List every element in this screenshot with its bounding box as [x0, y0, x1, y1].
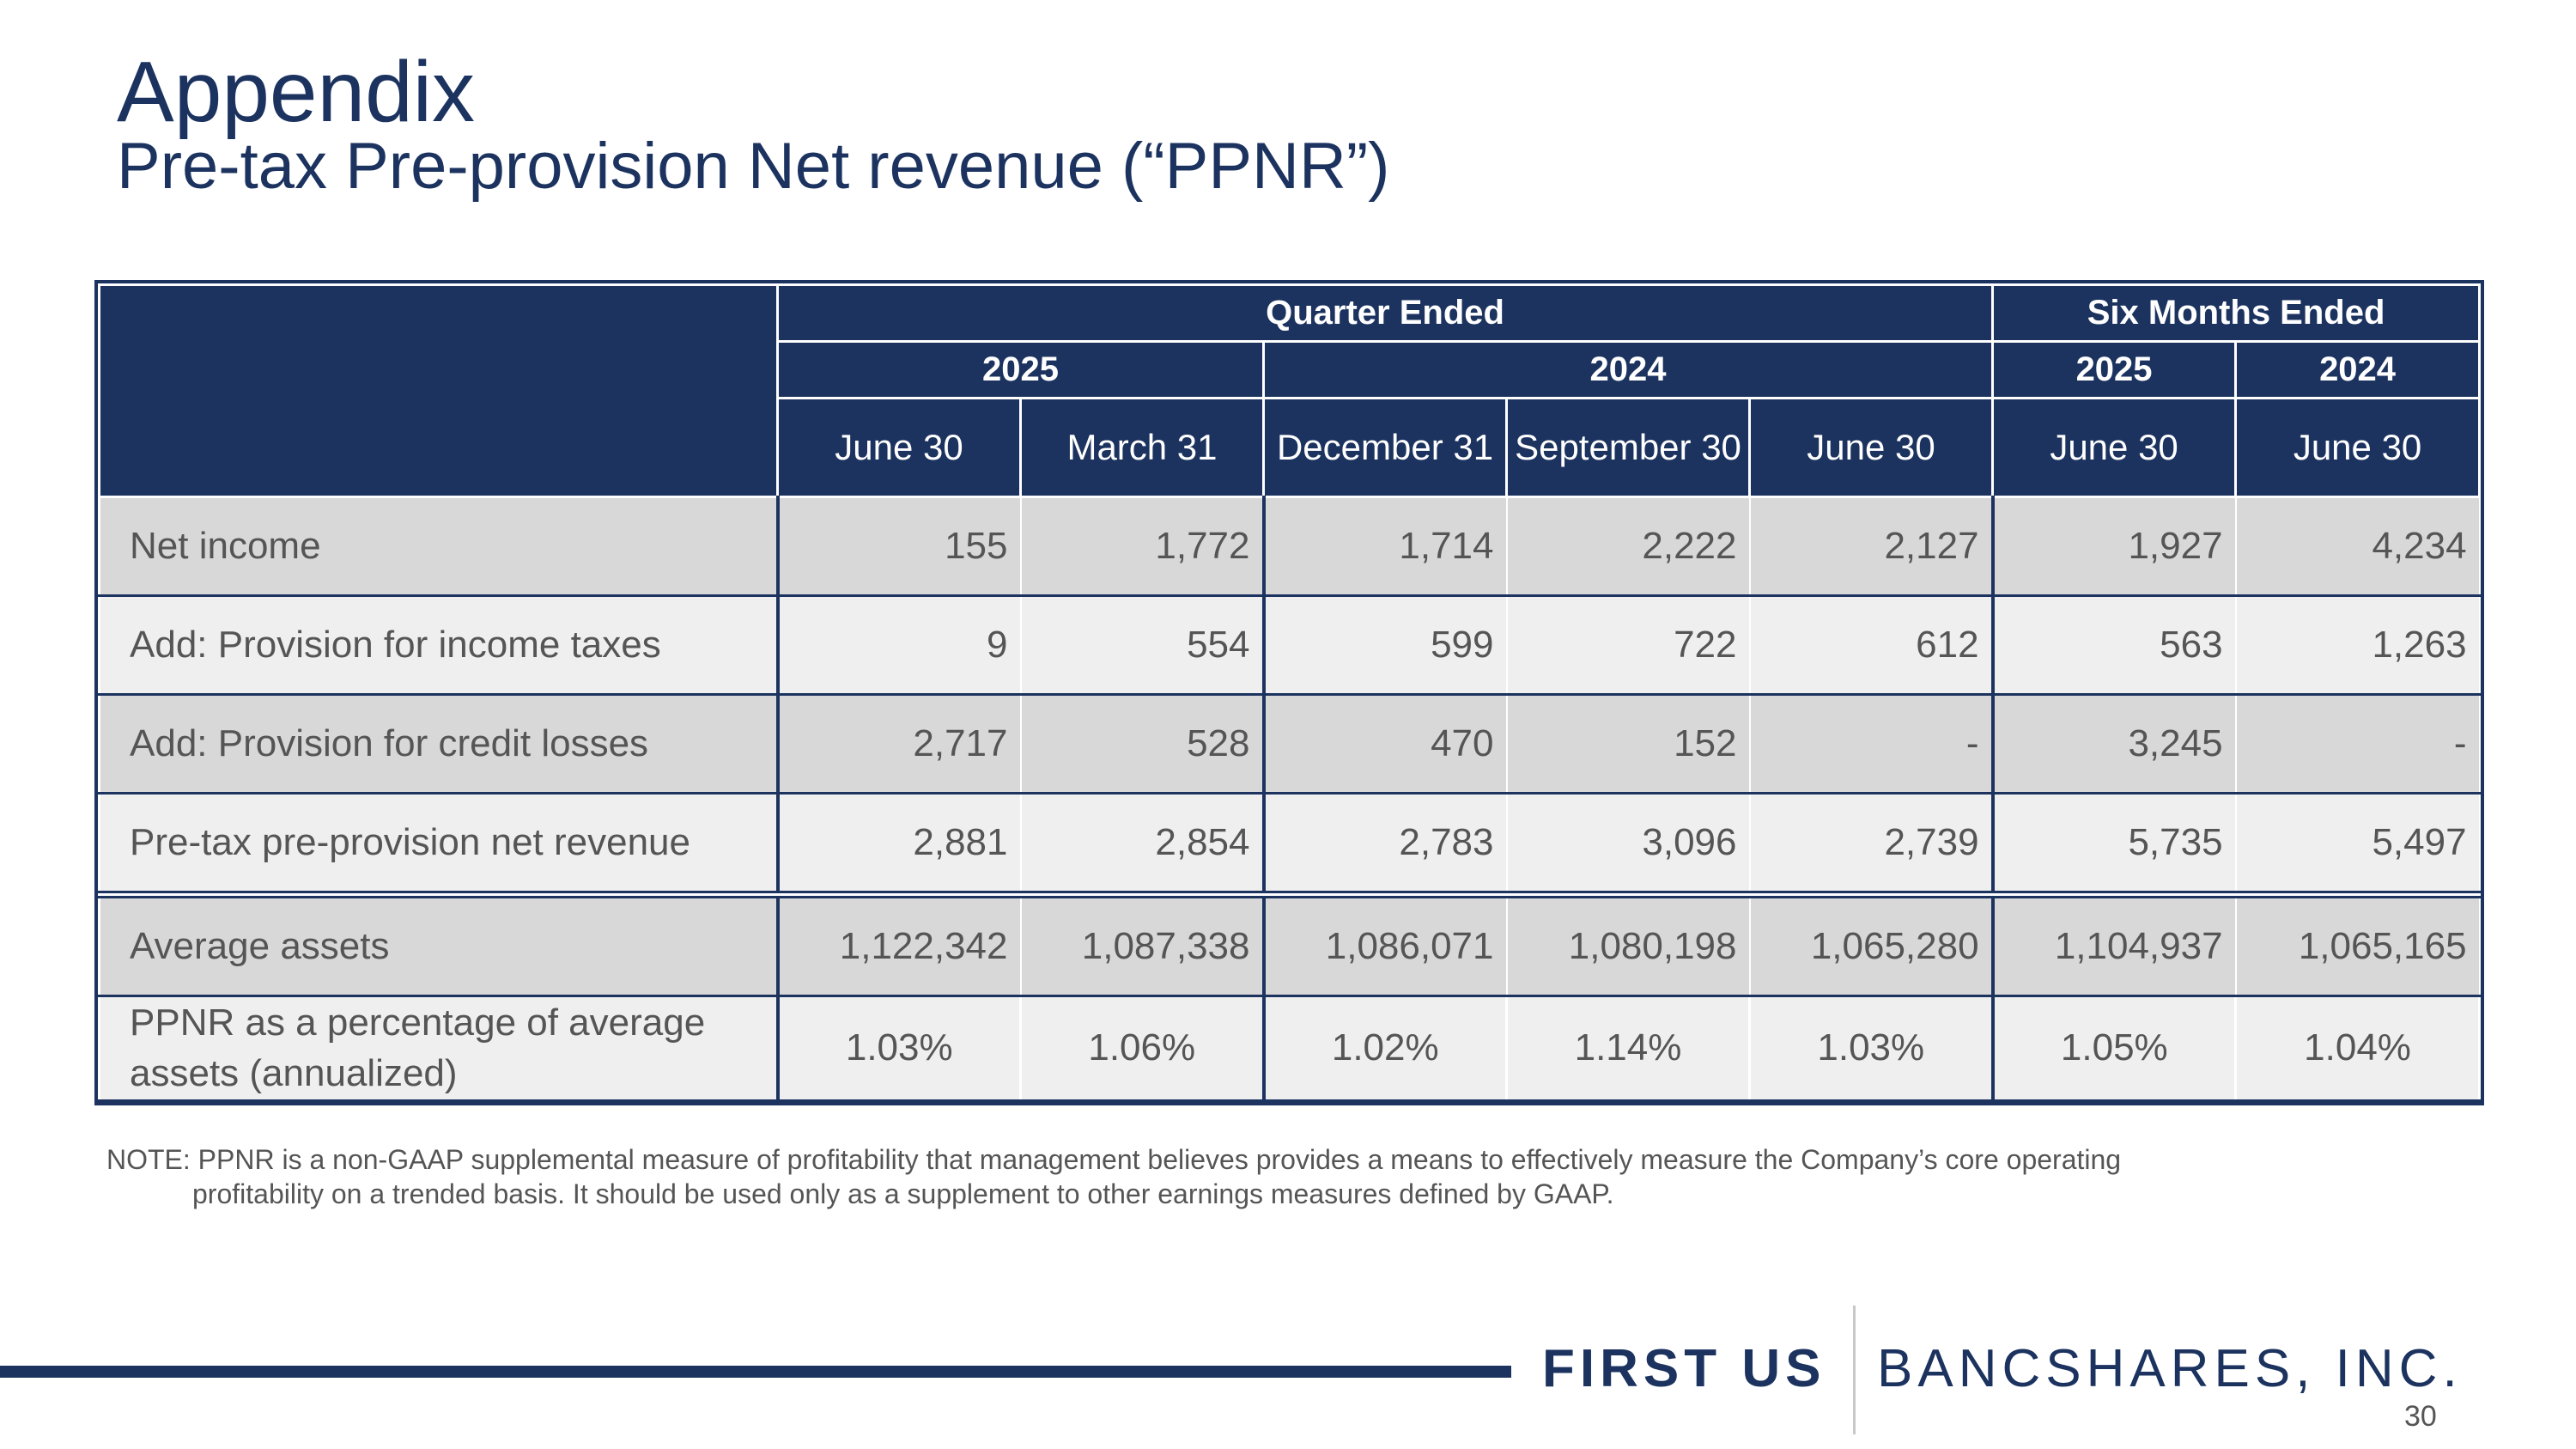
date-header: June 30 [776, 397, 1022, 498]
row-label: PPNR as a percentage of average assets (… [98, 995, 780, 1102]
table-cell: 1,104,937 [1990, 891, 2237, 997]
page-number: 30 [2404, 1400, 2437, 1433]
table-cell: 1.03% [1747, 995, 1995, 1102]
year-header: 2024 [1261, 340, 1995, 399]
table-cell: 2,854 [1019, 792, 1265, 896]
year-header: 2025 [1991, 340, 2238, 399]
table-row: Add: Provision for income taxes 9 554 59… [98, 594, 2481, 696]
table-cell: 2,739 [1748, 792, 1994, 896]
ppnr-table: Quarter Ended Six Months Ended 2025 2024… [94, 280, 2485, 1105]
table-cell: - [2234, 693, 2481, 795]
row-label: Add: Provision for income taxes [98, 594, 780, 696]
date-header: June 30 [1991, 397, 2238, 498]
table-row: Net income 155 1,772 1,714 2,222 2,127 1… [98, 496, 2481, 597]
footnote-line-2: profitability on a trended basis. It sho… [192, 1178, 1614, 1209]
row-label: Average assets [98, 891, 780, 997]
year-header: 2025 [776, 340, 1265, 399]
page-title: Appendix [117, 44, 475, 140]
footer-rule [0, 1366, 1511, 1378]
table-cell: 1,927 [1990, 496, 2237, 597]
table-cell: 3,245 [1990, 693, 2237, 795]
table-row: Add: Provision for credit losses 2,717 5… [98, 693, 2481, 795]
table-cell: 599 [1261, 594, 1508, 696]
table-cell: 1,065,165 [2234, 891, 2481, 997]
table-row: Pre-tax pre-provision net revenue 2,881 … [98, 792, 2481, 896]
table-cell: 470 [1261, 693, 1508, 795]
row-label: Add: Provision for credit losses [98, 693, 780, 795]
table-corner [98, 283, 779, 498]
table-cell: 554 [1019, 594, 1265, 696]
table-cell: 1.14% [1505, 995, 1751, 1102]
table-cell: 722 [1505, 594, 1751, 696]
table-cell: 5,735 [1990, 792, 2237, 896]
table-cell: 1.05% [1990, 995, 2238, 1102]
logo-bancshares: BANCSHARES, INC. [1877, 1339, 2463, 1398]
table-row: Average assets 1,122,342 1,087,338 1,086… [98, 891, 2481, 997]
table-cell: 9 [776, 594, 1022, 696]
table-cell: 563 [1990, 594, 2237, 696]
table-cell: 1,772 [1019, 496, 1265, 597]
table-cell: 1,714 [1261, 496, 1508, 597]
table-cell: 3,096 [1505, 792, 1751, 896]
table-cell: 5,497 [2234, 792, 2481, 896]
page-subtitle: Pre-tax Pre-provision Net revenue (“PPNR… [117, 130, 1390, 203]
group-header-quarter: Quarter Ended [775, 283, 1995, 343]
table-cell: 1,065,280 [1748, 891, 1994, 997]
table-cell: 2,222 [1505, 496, 1751, 597]
table-cell: 1.03% [776, 995, 1022, 1102]
date-header: December 31 [1262, 397, 1508, 498]
table-cell: - [1748, 693, 1994, 795]
group-header-six-months: Six Months Ended [1991, 283, 2482, 343]
table-row: PPNR as a percentage of average assets (… [98, 995, 2482, 1102]
table-cell: 1,263 [2234, 594, 2481, 696]
footnote: NOTE: PPNR is a non-GAAP supplemental me… [106, 1142, 2425, 1211]
table-cell: 612 [1748, 594, 1994, 696]
table-cell: 2,127 [1748, 496, 1994, 597]
table-cell: 2,783 [1261, 792, 1508, 896]
table-cell: 152 [1505, 693, 1751, 795]
table-cell: 528 [1019, 693, 1265, 795]
table-cell: 1,122,342 [776, 891, 1022, 997]
date-header: March 31 [1019, 397, 1265, 498]
date-header: June 30 [1747, 397, 1995, 498]
table-cell: 4,234 [2234, 496, 2481, 597]
table-cell: 155 [776, 496, 1022, 597]
table-cell: 2,881 [776, 792, 1022, 896]
row-label: Net income [98, 496, 780, 597]
table-cell: 1.06% [1019, 995, 1265, 1102]
table-cell: 1.04% [2234, 995, 2482, 1102]
date-header: June 30 [2234, 397, 2482, 498]
date-header: September 30 [1505, 397, 1751, 498]
logo-first-us: FIRST US [1542, 1339, 1826, 1398]
table-cell: 1,086,071 [1261, 891, 1508, 997]
footnote-line-1: NOTE: PPNR is a non-GAAP supplemental me… [106, 1144, 2122, 1175]
table-cell: 1,080,198 [1505, 891, 1751, 997]
year-header: 2024 [2234, 340, 2482, 399]
table-cell: 1,087,338 [1019, 891, 1265, 997]
table-cell: 2,717 [776, 693, 1022, 795]
logo-divider [1853, 1306, 1856, 1434]
table-cell: 1.02% [1261, 995, 1508, 1102]
row-label: Pre-tax pre-provision net revenue [98, 792, 780, 896]
